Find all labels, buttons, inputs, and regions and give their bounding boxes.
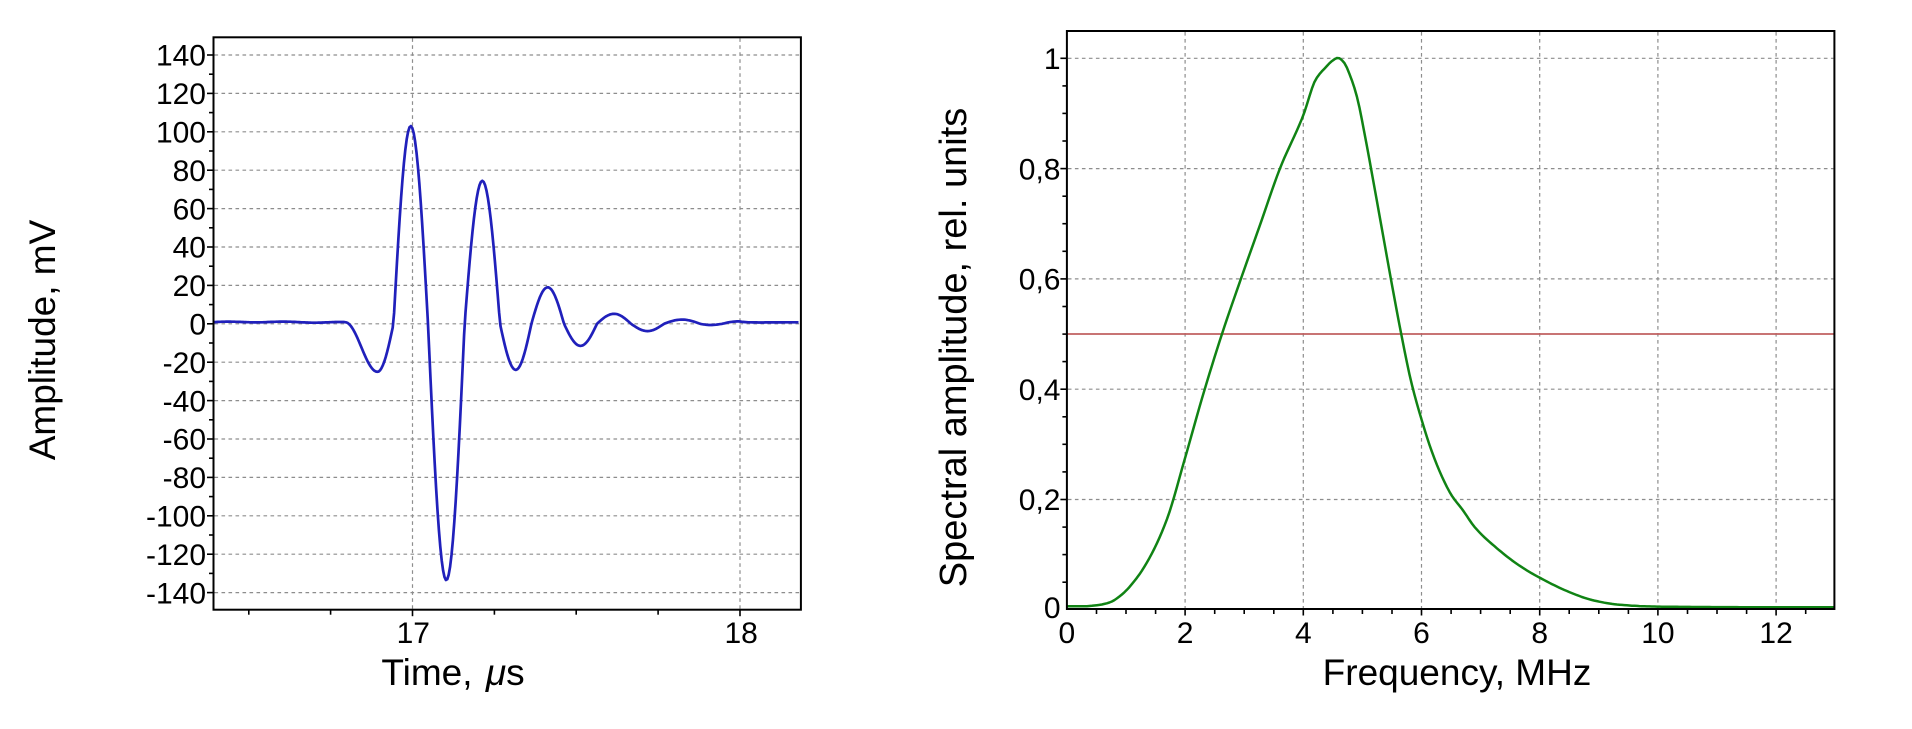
svg-text:-80: -80 [163,462,206,495]
svg-text:80: 80 [173,155,206,188]
svg-text:20: 20 [173,270,206,303]
svg-text:-60: -60 [163,424,206,457]
svg-text:0,4: 0,4 [1019,374,1061,407]
svg-text:4: 4 [1295,617,1312,650]
svg-text:0,2: 0,2 [1019,484,1061,517]
svg-text:-100: -100 [146,501,206,534]
svg-text:6: 6 [1413,617,1430,650]
svg-text:-40: -40 [163,385,206,418]
svg-text:10: 10 [1641,617,1674,650]
svg-text:18: 18 [725,617,758,650]
svg-text:17: 17 [397,617,430,650]
svg-text:8: 8 [1531,617,1548,650]
svg-text:120: 120 [156,78,206,111]
svg-text:-120: -120 [146,539,206,572]
svg-text:0: 0 [189,309,206,342]
svg-text:0,8: 0,8 [1019,153,1061,186]
svg-text:1: 1 [1044,43,1061,76]
svg-text:2: 2 [1177,617,1194,650]
svg-text:Amplitude, mV: Amplitude, mV [22,219,63,460]
svg-text:Time, μs: Time, μs [381,652,524,693]
svg-text:0: 0 [1059,617,1076,650]
svg-text:60: 60 [173,193,206,226]
svg-text:100: 100 [156,117,206,150]
svg-text:0,6: 0,6 [1019,264,1061,297]
svg-text:40: 40 [173,232,206,265]
svg-text:-140: -140 [146,577,206,610]
svg-text:Spectral amplitude, rel. units: Spectral amplitude, rel. units [933,108,975,587]
svg-text:0: 0 [1044,592,1061,625]
svg-text:-20: -20 [163,347,206,380]
svg-text:Frequency, MHz: Frequency, MHz [1323,652,1592,693]
svg-text:12: 12 [1759,617,1792,650]
svg-text:140: 140 [156,40,206,73]
